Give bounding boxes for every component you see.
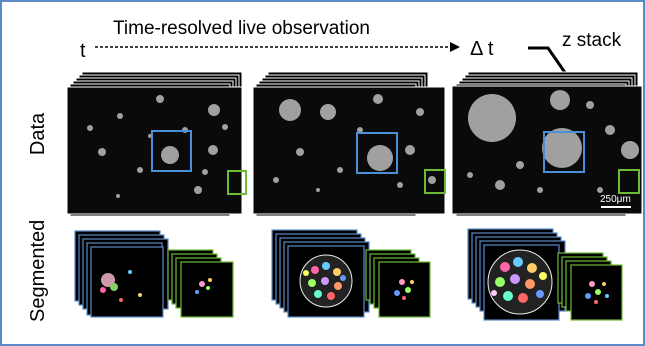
roi-box: [356, 132, 398, 174]
z-stack-label: z stack: [562, 30, 622, 51]
roi-box: [151, 130, 192, 172]
cell-roi-box: [424, 169, 446, 194]
title: Time-resolved live observation: [113, 18, 370, 39]
row-label-data: Data: [27, 112, 49, 156]
scale-bar-label: 250μm: [600, 194, 631, 205]
segmented-group-1: [74, 230, 234, 318]
cell-roi-box: [618, 169, 640, 194]
time-start-label: t: [80, 40, 86, 62]
row-label-segmented: Segmented: [27, 219, 49, 322]
time-end-label: Δ t: [470, 38, 494, 60]
data-stack-3: [451, 71, 643, 217]
cell-roi-box: [227, 170, 247, 195]
segmented-group-3: [467, 228, 623, 321]
z-stack-bracket: [528, 46, 568, 75]
roi-box: [543, 131, 585, 173]
data-stack-2: [252, 71, 446, 217]
segmented-group-2: [271, 229, 431, 318]
time-arrow: [95, 42, 460, 52]
data-stack-1: [66, 71, 247, 217]
